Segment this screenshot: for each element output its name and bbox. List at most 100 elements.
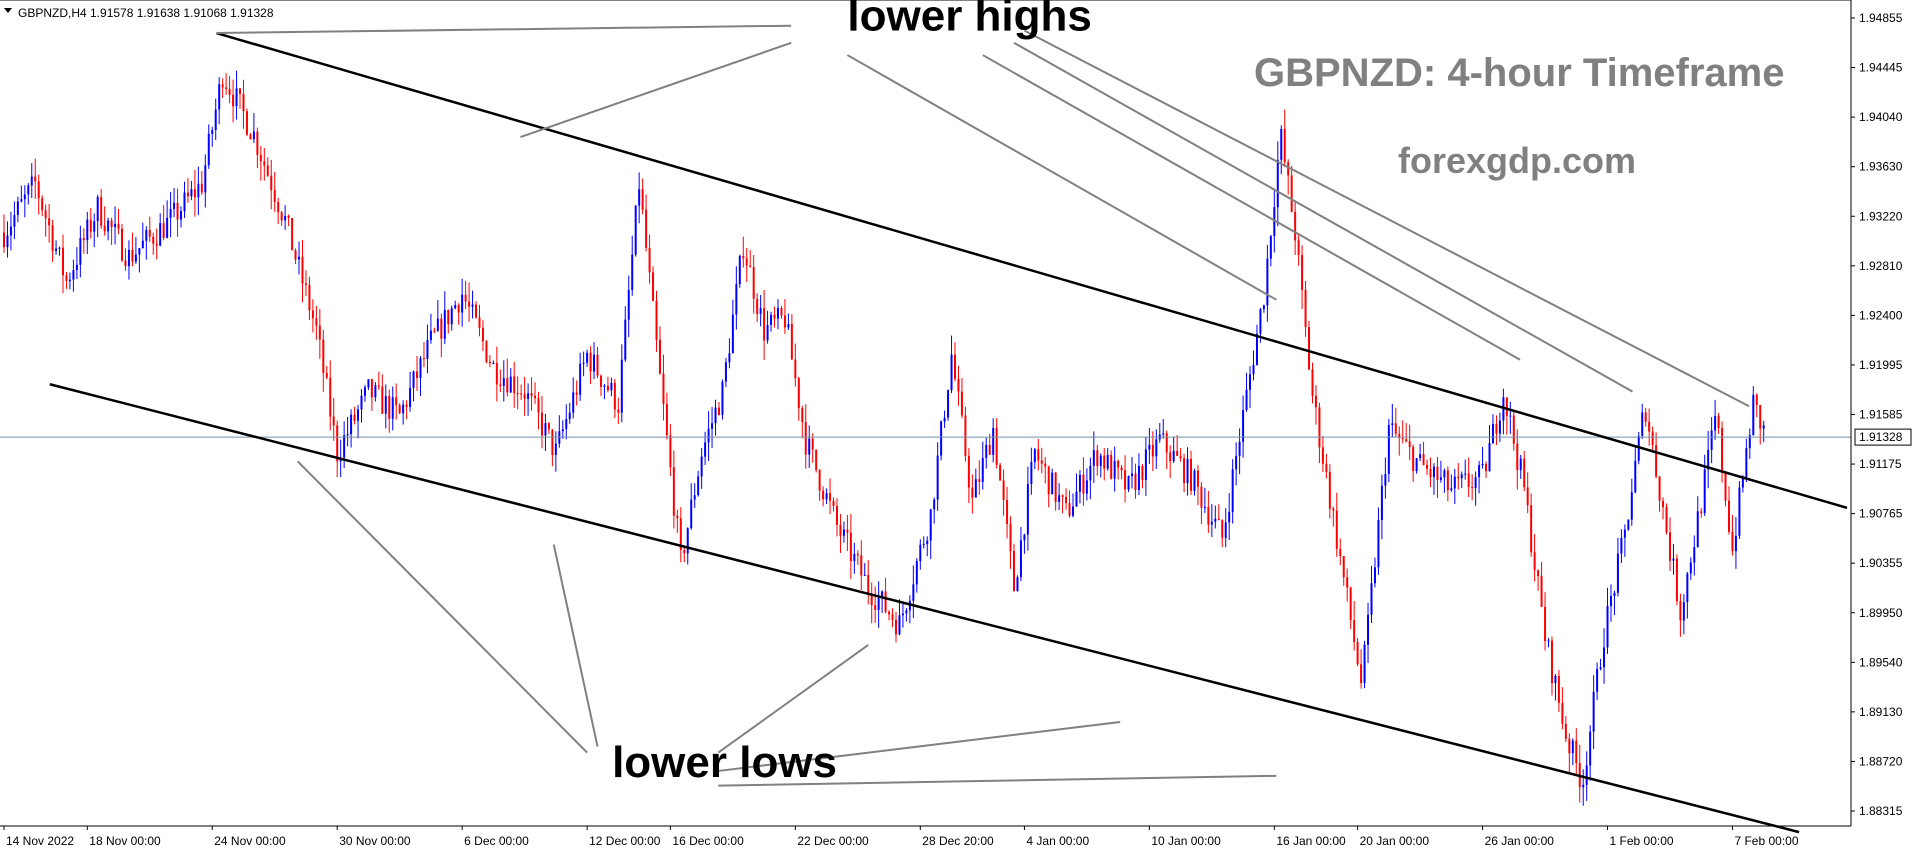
candle [1190, 450, 1193, 496]
candle-body [478, 317, 481, 328]
candle [898, 599, 901, 636]
candle [1287, 159, 1290, 195]
symbol-menu-arrow-icon[interactable] [4, 8, 12, 13]
candle [145, 226, 148, 260]
candle [1426, 459, 1429, 476]
candle-body [1196, 470, 1199, 487]
candle [1738, 481, 1741, 540]
candle-body [89, 219, 92, 232]
candle [1367, 602, 1370, 664]
candle [1051, 468, 1054, 495]
candle-body [1380, 485, 1383, 521]
candle-body [1117, 460, 1120, 468]
candle-body [929, 509, 932, 541]
candle-body [409, 387, 412, 408]
candle [1596, 662, 1599, 700]
candle-body [721, 381, 724, 415]
candle-body [1099, 455, 1102, 466]
candle [1162, 419, 1165, 439]
candle-body [974, 479, 977, 498]
candle-body [697, 476, 700, 496]
candle [79, 225, 82, 278]
candle-body [1429, 468, 1432, 478]
candle-body [1342, 556, 1345, 578]
candle-body [391, 397, 394, 419]
candle [842, 521, 845, 543]
candle [1332, 506, 1335, 527]
candle [207, 124, 210, 169]
candle [1641, 403, 1644, 440]
candle [1297, 233, 1300, 266]
candle-body [235, 88, 238, 107]
candle [554, 431, 557, 472]
candle-body [1557, 675, 1560, 703]
candle-body [1301, 254, 1304, 290]
candle [776, 299, 779, 330]
candle [606, 376, 609, 393]
annotation-pointer [296, 460, 588, 754]
annotation-pointer [1023, 29, 1750, 408]
candle [1262, 304, 1265, 313]
candle-body [207, 133, 210, 166]
candle [471, 290, 474, 319]
candle-body [537, 398, 540, 413]
candle [1606, 587, 1609, 654]
candle [1328, 464, 1331, 519]
candle [818, 468, 821, 501]
candle-body [1693, 547, 1696, 563]
candle [610, 377, 613, 397]
candle [971, 474, 974, 514]
candle-body [527, 393, 530, 399]
candle-body [787, 323, 790, 328]
candle-body [1561, 702, 1564, 724]
candle-body [1096, 450, 1099, 466]
candle [346, 416, 349, 447]
y-tick-label: 1.88315 [1859, 804, 1903, 818]
candle-body [811, 438, 814, 450]
candle-body [835, 506, 838, 525]
candle [1467, 457, 1470, 498]
candle [495, 346, 498, 402]
candle-body [957, 378, 960, 392]
annotation-pointer [718, 774, 1277, 787]
candle-body [388, 396, 391, 419]
candle-body [225, 87, 228, 89]
candle [985, 437, 988, 469]
candle-body [502, 378, 505, 386]
candle [280, 210, 283, 226]
candle [1294, 201, 1297, 255]
candle-body [606, 385, 609, 391]
candle-body [450, 308, 453, 325]
candle [797, 376, 800, 421]
candle-body [1498, 420, 1501, 434]
candle-body [55, 248, 58, 251]
candle-body [579, 363, 582, 395]
candle [1547, 637, 1550, 648]
candle [676, 509, 679, 533]
candle [1283, 109, 1286, 168]
candle-body [547, 423, 550, 430]
candle [1311, 362, 1314, 404]
channel-line-upper [216, 31, 1848, 510]
candle [724, 357, 727, 387]
candle [749, 250, 752, 268]
candle [1308, 320, 1311, 371]
candle [1516, 429, 1519, 490]
candle [926, 536, 929, 557]
candle-body [1016, 577, 1019, 592]
candle-body [860, 555, 863, 576]
candle [568, 402, 571, 424]
candle-body [20, 199, 23, 202]
candle-body [190, 189, 193, 197]
candle-body [304, 283, 307, 285]
candle [68, 272, 71, 290]
candle [235, 70, 238, 120]
candle-body [1006, 499, 1009, 524]
candle [717, 402, 720, 416]
candle-body [995, 427, 998, 465]
candle [870, 582, 873, 624]
candle-body [176, 202, 179, 220]
candle-body [912, 584, 915, 601]
candle-body [72, 270, 75, 280]
candle [1665, 503, 1668, 535]
